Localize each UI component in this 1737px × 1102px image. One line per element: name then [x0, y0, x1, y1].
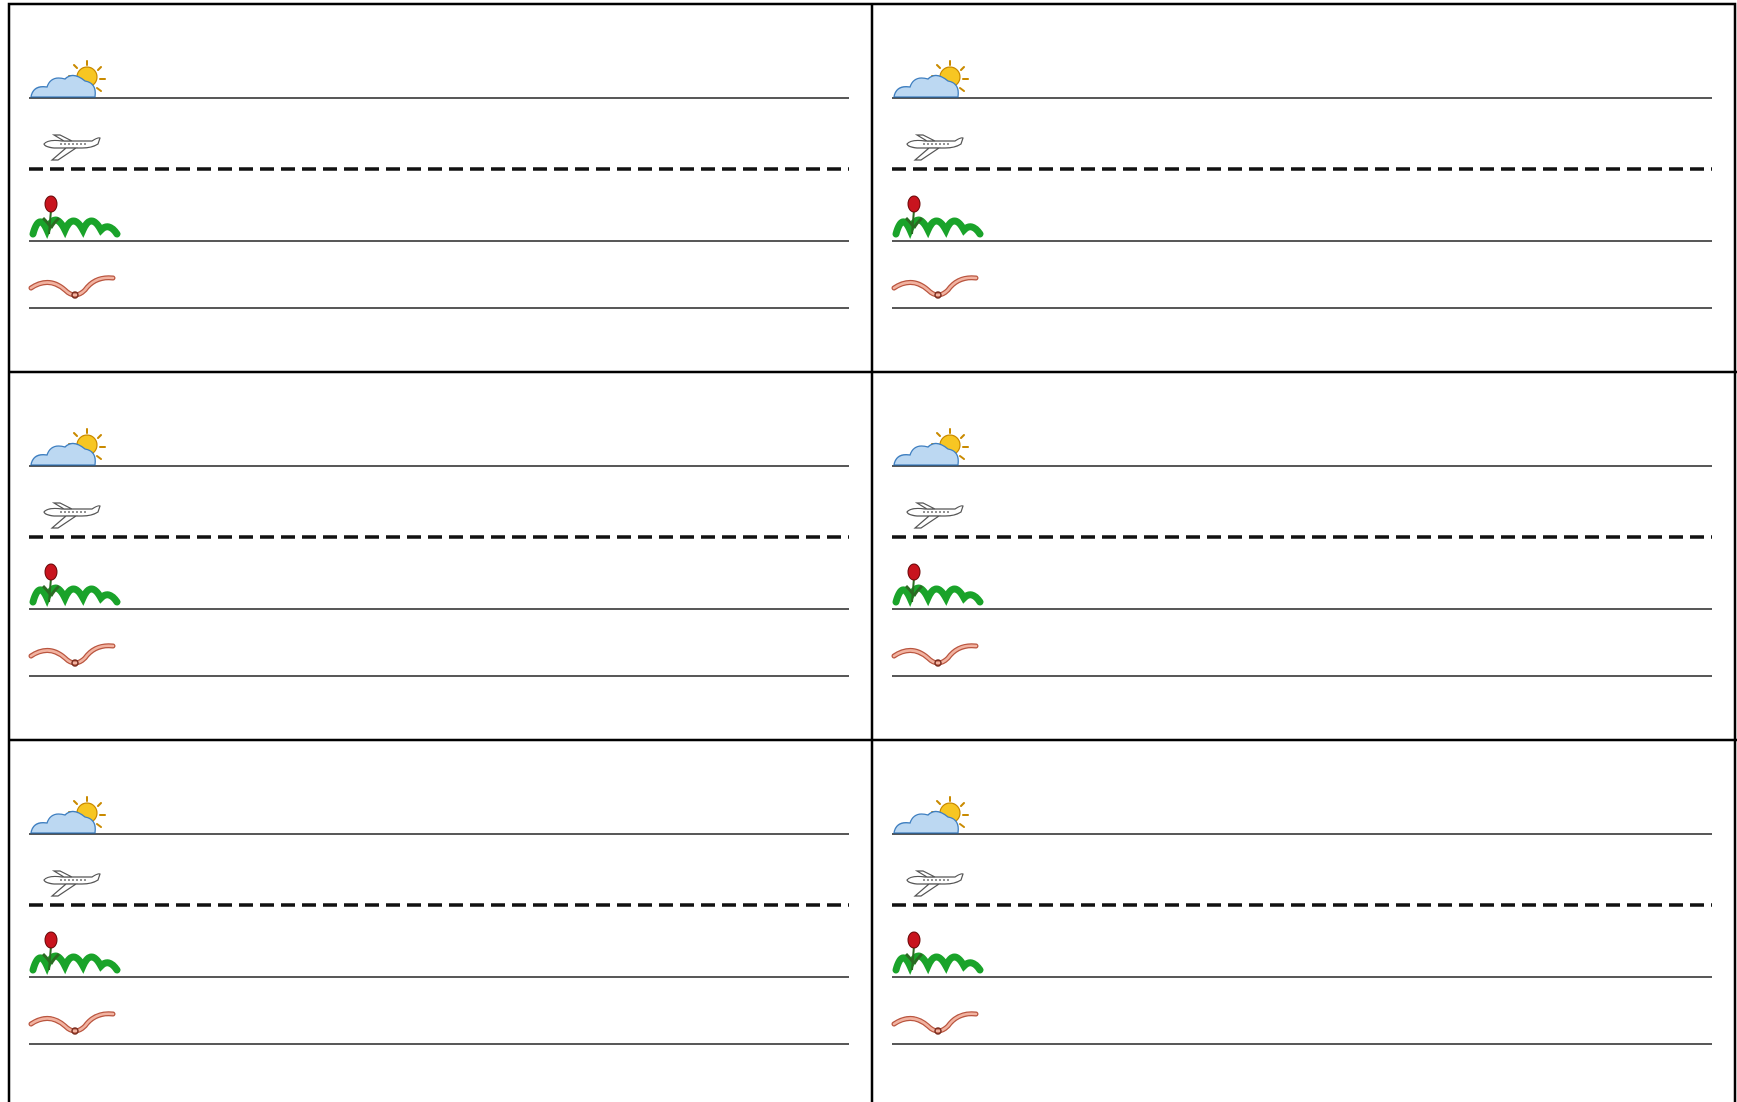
grass-icon: [33, 932, 117, 970]
practice-cell: [892, 797, 1712, 1044]
worm-icon: [31, 278, 113, 298]
sky-icon: [31, 429, 105, 465]
practice-cell: [29, 797, 849, 1044]
sky-icon: [31, 61, 105, 97]
worm-icon: [31, 1014, 113, 1034]
worm-icon: [31, 646, 113, 666]
worm-icon: [894, 278, 976, 298]
plane-icon: [907, 135, 963, 160]
practice-cell: [892, 61, 1712, 308]
sky-icon: [894, 61, 968, 97]
practice-cell: [29, 61, 849, 308]
worm-icon: [894, 1014, 976, 1034]
grass-icon: [33, 196, 117, 234]
worm-icon: [894, 646, 976, 666]
plane-icon: [907, 503, 963, 528]
practice-cell: [29, 429, 849, 676]
grass-icon: [896, 932, 980, 970]
page: (() => { const svg = document.getElement…: [0, 0, 1737, 1102]
plane-icon: [907, 871, 963, 896]
plane-icon: [44, 871, 100, 896]
sky-icon: [894, 797, 968, 833]
grass-icon: [896, 196, 980, 234]
writing-sheet: [0, 0, 1737, 1102]
grass-icon: [896, 564, 980, 602]
grass-icon: [33, 564, 117, 602]
sky-icon: [31, 797, 105, 833]
plane-icon: [44, 503, 100, 528]
plane-icon: [44, 135, 100, 160]
practice-cell: [892, 429, 1712, 676]
sky-icon: [894, 429, 968, 465]
